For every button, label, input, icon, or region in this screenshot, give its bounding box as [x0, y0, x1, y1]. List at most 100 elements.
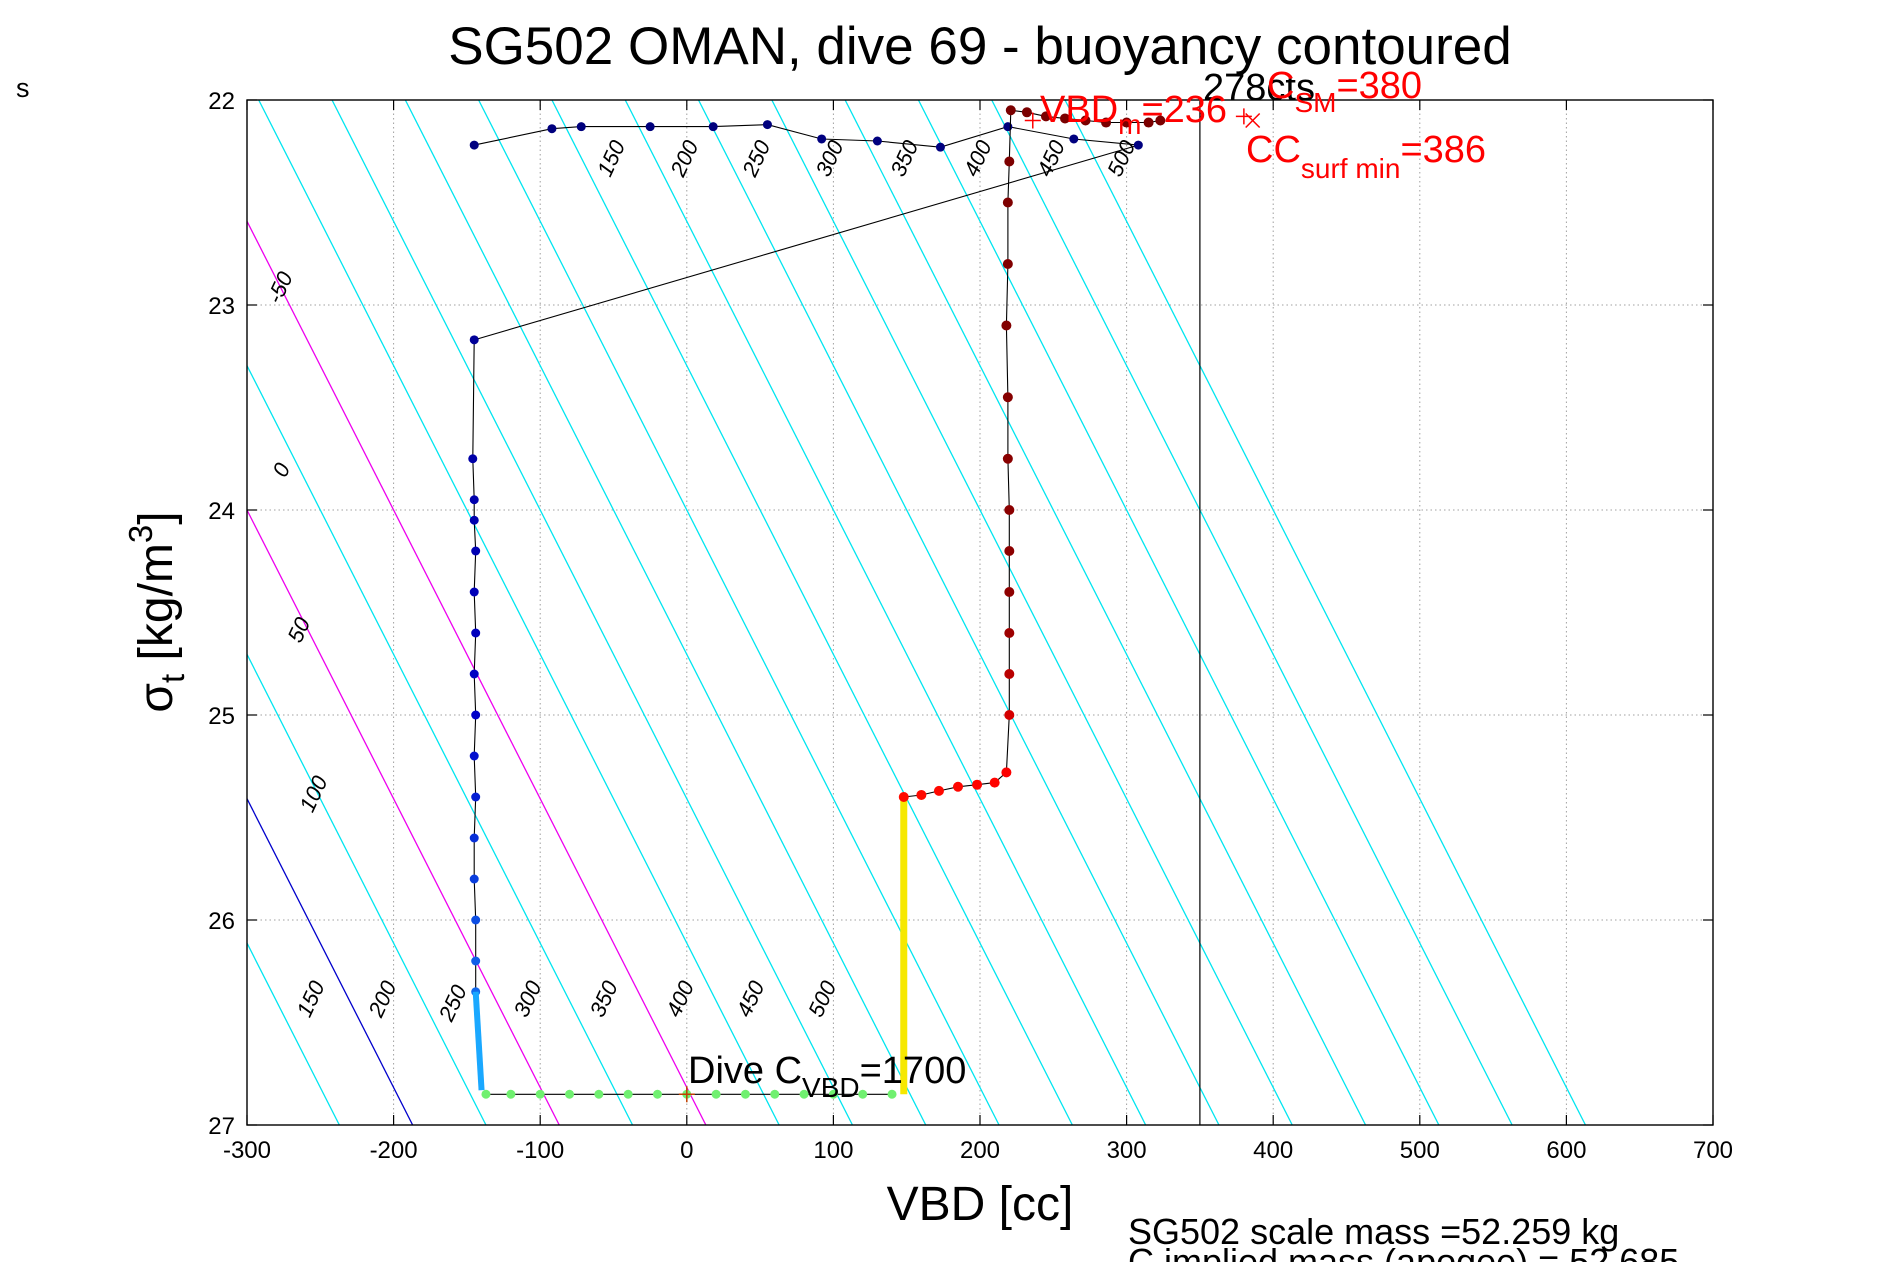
footer-scale-mass: SG502 scale mass =52.259 kg [1128, 1211, 1619, 1252]
climb-point [953, 781, 964, 792]
dive-c-vbd-annotation: Dive CVBD=1700 [688, 1050, 966, 1103]
y-tick-label: 23 [208, 293, 235, 320]
dive-point [471, 546, 481, 556]
dive-point [469, 833, 479, 843]
bottom-point [506, 1089, 516, 1099]
bottom-point [799, 1089, 809, 1099]
y-axis-label-text: σt [kg/m3] [122, 511, 191, 712]
contour-line [1064, 100, 1587, 1125]
dive-point [708, 122, 718, 132]
cc-sm-sub: SM [1294, 87, 1336, 118]
climb-point [1004, 587, 1015, 597]
dive-point [1133, 140, 1143, 150]
footer-implied-mass: C implied mass (apogee) = 52.685 [1128, 1241, 1679, 1262]
dive-point [762, 120, 772, 130]
cts-annotation: 278cts [1203, 67, 1315, 109]
contour-line [917, 100, 1440, 1125]
bottom-point [565, 1089, 575, 1099]
dive-point [469, 335, 479, 345]
dive-point [471, 710, 481, 720]
bottom-series [481, 1089, 897, 1099]
x-tick-label: -100 [516, 1137, 564, 1164]
climb-point [898, 792, 909, 802]
climb-point [1005, 105, 1016, 116]
contour-line [247, 219, 707, 1125]
cc-surf-value: =386 [1400, 129, 1486, 171]
x-tick-label: 100 [813, 1137, 853, 1164]
climb-point [1143, 117, 1154, 128]
y-label-close: ] [130, 511, 183, 524]
vbd-main: VBD [1040, 89, 1118, 131]
climb-point [1121, 117, 1132, 128]
dive-transition-segment [472, 991, 485, 1091]
dive-point [576, 122, 586, 132]
x-axis-ticks: -300 -200 -100 0 100 200 300 400 500 600 700 [223, 100, 1733, 1164]
dive-path [472, 124, 1139, 992]
y-tick-label: 22 [208, 88, 235, 115]
climb-point [1004, 546, 1015, 556]
annotation-markers [678, 108, 1261, 1103]
dive-point [469, 587, 479, 597]
climb-point [1002, 453, 1013, 464]
climb-point [972, 779, 983, 790]
contour-line [404, 100, 927, 1125]
climb-path [903, 109, 1161, 798]
cc-sm-annotation: CSM=380 [1267, 65, 1422, 118]
climb-point [1004, 156, 1015, 167]
climb-point [1080, 115, 1091, 126]
dive-point [468, 454, 478, 464]
vbd-annotation: VBDm=236 [1040, 89, 1227, 140]
climb-point [1004, 505, 1015, 515]
corner-label: s [16, 73, 30, 103]
cc-surf-sub: surf min [1301, 153, 1401, 184]
bottom-point [711, 1089, 721, 1099]
dive-point [471, 628, 481, 638]
vbd-value: =236 [1141, 89, 1227, 131]
cc-surf-marker [1245, 112, 1261, 129]
y-label-superscript: 3 [122, 525, 159, 543]
climb-point [989, 777, 1000, 788]
cc-sm-value: =380 [1336, 65, 1422, 107]
climb-point [933, 785, 944, 796]
contour-line [478, 100, 1000, 1125]
dive-point [469, 669, 479, 679]
dive-point [1069, 134, 1079, 144]
y-tick-label: 26 [208, 908, 235, 935]
dive-point [469, 495, 479, 505]
climb-point [1060, 113, 1071, 124]
bottom-point [535, 1089, 545, 1099]
dive-point [1003, 122, 1013, 132]
dive-point [547, 124, 557, 134]
contour-line [844, 100, 1367, 1125]
contour-line [258, 100, 780, 1125]
climb-point [1004, 628, 1015, 638]
dive-series [468, 120, 1143, 1091]
x-tick-label: 300 [1107, 1137, 1147, 1164]
y-axis-label: σt [kg/m3] [122, 511, 191, 712]
y-tick-label: 27 [208, 1113, 235, 1140]
vbd-sub: m [1118, 109, 1141, 140]
y-axis-ticks: 22 23 24 25 26 27 [208, 88, 1713, 1140]
x-tick-label: 500 [1400, 1137, 1440, 1164]
climb-series [898, 105, 1166, 1095]
dive-point [469, 751, 479, 761]
x-tick-label: 400 [1253, 1137, 1293, 1164]
x-axis-label: VBD [cc] [887, 1178, 1074, 1231]
contour-line [247, 652, 487, 1125]
climb-point [1001, 320, 1012, 331]
climb-point [1002, 197, 1013, 208]
x-tick-label: 200 [960, 1137, 1000, 1164]
contour-line [331, 100, 854, 1125]
contour-line [247, 941, 340, 1125]
bottom-point [481, 1089, 491, 1099]
contour-line [771, 100, 1293, 1125]
bottom-point [652, 1089, 662, 1099]
y-tick-label: 24 [208, 498, 235, 525]
y-label-sigma: σ [130, 683, 183, 713]
cc-surf-annotation: CCsurf min=386 [1246, 129, 1486, 184]
x-tick-label: 0 [680, 1137, 693, 1164]
x-tick-label: -200 [370, 1137, 418, 1164]
cc-sm-main: C [1267, 65, 1294, 107]
contour-line [991, 100, 1513, 1125]
